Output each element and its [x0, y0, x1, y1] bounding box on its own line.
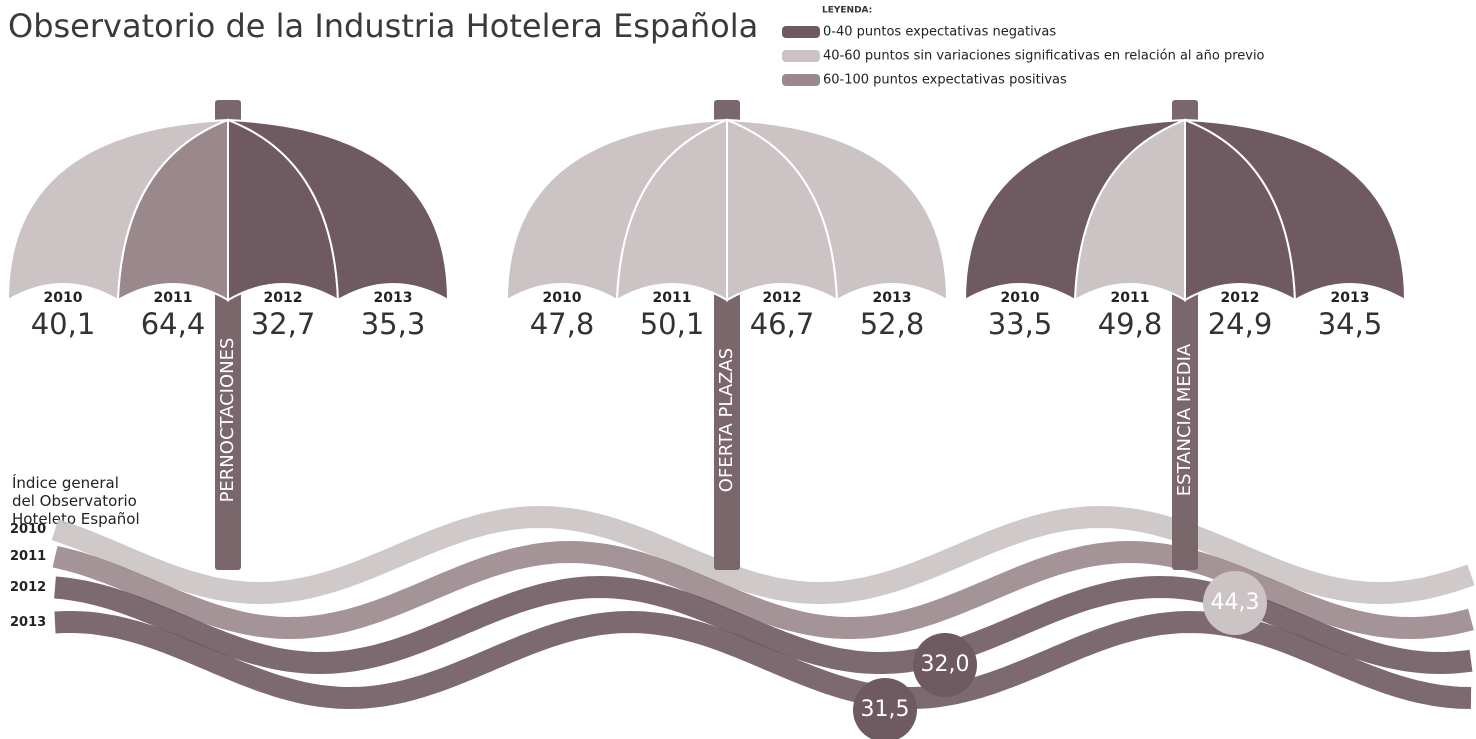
year-value: 52,8	[860, 307, 925, 341]
year-label: 2010	[44, 290, 83, 306]
year-label: 2011	[653, 290, 692, 306]
year-value: 40,1	[31, 307, 96, 341]
year-label: 2013	[374, 290, 413, 306]
pole-label: OFERTA PLAZAS	[716, 348, 737, 492]
year-label: 2011	[1111, 290, 1150, 306]
year-value: 64,4	[141, 307, 206, 341]
year-label: 2012	[264, 290, 303, 306]
year-label: 2012	[1221, 290, 1260, 306]
year-value: 24,9	[1208, 307, 1273, 341]
year-label: 2013	[1331, 290, 1370, 306]
wave-year: 2013	[10, 615, 46, 630]
legend-label: 0-40 puntos expectativas negativas	[823, 25, 1056, 40]
legend-title: LEYENDA:	[822, 6, 872, 16]
year-value: 35,3	[361, 307, 426, 341]
year-value: 47,8	[530, 307, 595, 341]
infographic: Observatorio de la Industria Hotelera Es…	[0, 0, 1476, 739]
year-value: 49,8	[1098, 307, 1163, 341]
legend-label: 60-100 puntos expectativas positivas	[823, 73, 1067, 88]
wave-year: 2012	[10, 580, 46, 595]
legend-label: 40-60 puntos sin variaciones significati…	[823, 49, 1265, 64]
year-label: 2013	[873, 290, 912, 306]
pole-label: PERNOCTACIONES	[217, 338, 238, 503]
legend-swatch	[782, 50, 820, 62]
year-label: 2011	[154, 290, 193, 306]
year-value: 46,7	[750, 307, 815, 341]
year-label: 2012	[763, 290, 802, 306]
wave-year: 2011	[10, 549, 46, 564]
year-value: 33,5	[988, 307, 1053, 341]
wave-year: 2010	[10, 522, 46, 537]
legend-swatch	[782, 26, 820, 38]
title: Observatorio de la Industria Hotelera Es…	[8, 7, 758, 45]
year-label: 2010	[543, 290, 582, 306]
year-value: 34,5	[1318, 307, 1383, 341]
pole-label: ESTANCIA MEDIA	[1174, 343, 1195, 496]
legend-swatch	[782, 74, 820, 86]
index-value: 44,3	[1211, 590, 1260, 615]
year-value: 50,1	[640, 307, 705, 341]
index-value: 32,0	[921, 652, 970, 677]
year-label: 2010	[1001, 290, 1040, 306]
index-value: 31,5	[861, 697, 910, 722]
year-value: 32,7	[251, 307, 316, 341]
